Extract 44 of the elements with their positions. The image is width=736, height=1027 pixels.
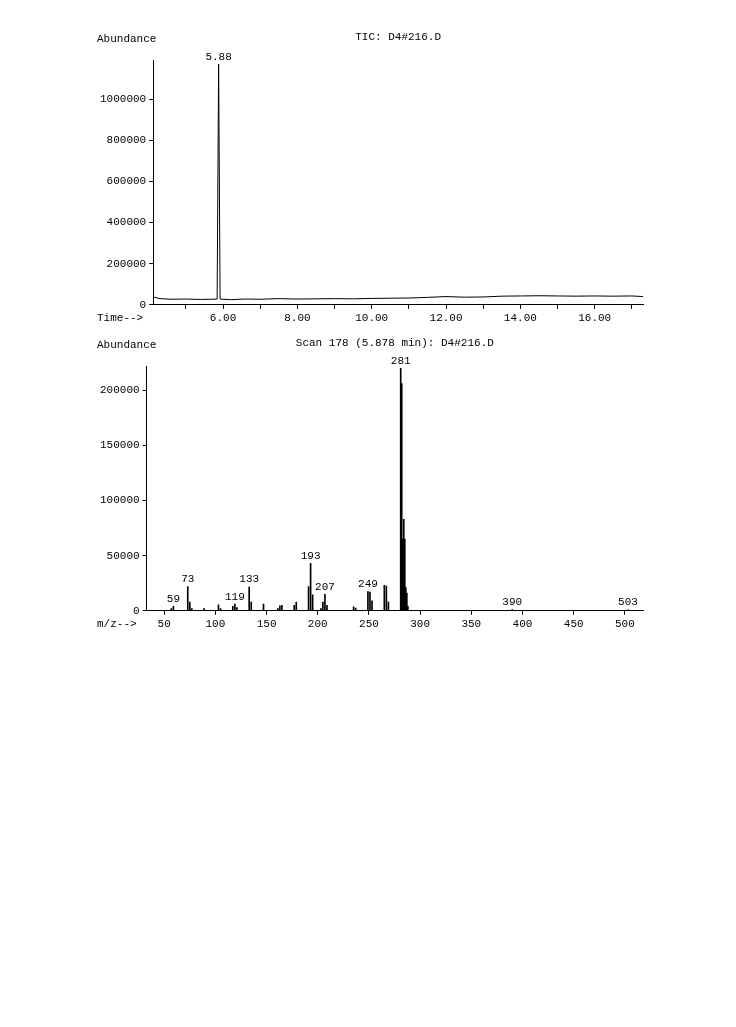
y-tick-label: 800000	[106, 134, 147, 147]
x-tick-label: 350	[461, 618, 482, 631]
annotation: 5.88	[205, 50, 232, 63]
x-tick-label: 400	[512, 618, 533, 631]
annotation: 281	[390, 354, 411, 367]
x-tick-label: 16.00	[578, 312, 612, 325]
x-tick-label: 14.00	[503, 312, 537, 325]
x-tick-label: 50	[157, 618, 171, 631]
y-tick-label: 1000000	[99, 92, 147, 105]
annotation: 503	[618, 596, 638, 609]
x-tick-label: 300	[410, 618, 431, 631]
y-tick-label: 600000	[106, 175, 147, 188]
annotation: 133	[239, 573, 260, 586]
x-tick-label: 6.00	[209, 312, 237, 325]
annotation: 249	[358, 577, 378, 590]
annotation: 193	[300, 549, 321, 562]
chart-title: Scan 178 (5.878 min): D4#216.D	[295, 337, 495, 350]
x-tick-label: 150	[256, 618, 277, 631]
x-tick-label: 12.00	[429, 312, 463, 325]
chart-title: TIC: D4#216.D	[355, 31, 442, 44]
annotation: 390	[502, 596, 523, 609]
x-tick-label: 250	[359, 618, 379, 631]
x-tick-label: 200	[307, 618, 328, 631]
y-tick-label: 0	[133, 604, 140, 617]
x-tick-label: 500	[614, 618, 635, 631]
y-tick-label: 200000	[106, 257, 147, 270]
y-tick-label: 400000	[106, 216, 147, 229]
annotation: 207	[315, 580, 335, 593]
x-axis-title: Time-->	[97, 312, 144, 325]
annotation: 73	[181, 572, 195, 585]
y-tick-label: 100000	[100, 494, 140, 507]
x-tick-label: 10.00	[355, 312, 389, 325]
annotation: 119	[224, 590, 245, 603]
y-tick-label: 0	[139, 298, 147, 311]
y-axis-title: Abundance	[97, 339, 157, 352]
y-tick-label: 50000	[106, 549, 140, 562]
y-tick-label: 200000	[100, 384, 140, 397]
y-axis-title: Abundance	[97, 33, 157, 46]
y-tick-label: 150000	[100, 439, 140, 452]
annotation: 59	[166, 592, 181, 605]
x-tick-label: 100	[205, 618, 226, 631]
x-tick-label: 450	[563, 618, 584, 631]
x-tick-label: 8.00	[284, 312, 311, 325]
x-axis-title: m/z-->	[97, 618, 137, 631]
